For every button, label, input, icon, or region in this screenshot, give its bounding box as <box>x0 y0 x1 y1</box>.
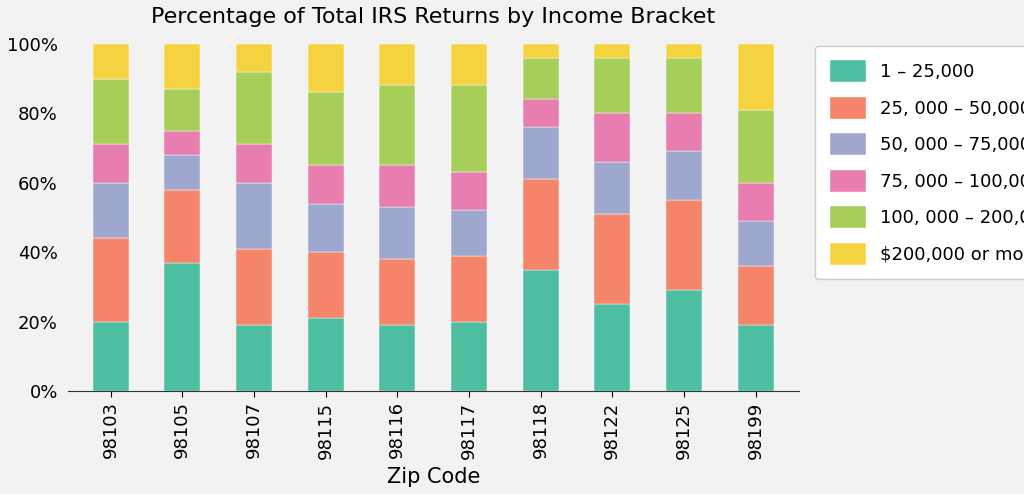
Bar <box>237 72 272 144</box>
Bar <box>452 322 487 391</box>
Bar <box>308 92 344 165</box>
Bar <box>93 238 129 322</box>
Bar <box>452 255 487 322</box>
Bar <box>452 172 487 210</box>
Bar <box>165 44 201 89</box>
Bar <box>308 252 344 318</box>
Bar <box>667 113 702 152</box>
Bar <box>667 58 702 113</box>
Bar <box>667 152 702 200</box>
Title: Percentage of Total IRS Returns by Income Bracket: Percentage of Total IRS Returns by Incom… <box>152 7 715 27</box>
Bar <box>308 204 344 252</box>
Bar <box>380 165 416 207</box>
Bar <box>738 44 774 110</box>
Bar <box>523 99 559 127</box>
Bar <box>237 44 272 72</box>
Bar <box>308 165 344 204</box>
Bar <box>380 44 416 85</box>
Bar <box>595 162 631 214</box>
Bar <box>308 44 344 92</box>
Legend: 1 – 25,000, 25, 000 – 50,000, 50, 000 – 75,000, 75, 000 – 100,000, 100, 000 – 20: 1 – 25,000, 25, 000 – 50,000, 50, 000 – … <box>815 46 1024 279</box>
Bar <box>237 325 272 391</box>
Bar <box>380 259 416 325</box>
Bar <box>667 290 702 391</box>
Bar <box>738 183 774 221</box>
Bar <box>595 304 631 391</box>
Bar <box>452 210 487 255</box>
Bar <box>595 58 631 113</box>
Bar <box>380 207 416 259</box>
Bar <box>738 221 774 266</box>
X-axis label: Zip Code: Zip Code <box>386 467 480 487</box>
Bar <box>523 179 559 270</box>
Bar <box>595 113 631 162</box>
Bar <box>595 44 631 58</box>
Bar <box>165 263 201 391</box>
Bar <box>237 248 272 325</box>
Bar <box>523 44 559 58</box>
Bar <box>595 214 631 304</box>
Bar <box>93 79 129 144</box>
Bar <box>738 325 774 391</box>
Bar <box>452 44 487 85</box>
Bar <box>93 183 129 238</box>
Bar <box>93 144 129 183</box>
Bar <box>667 200 702 290</box>
Bar <box>380 85 416 165</box>
Bar <box>165 190 201 263</box>
Bar <box>165 155 201 190</box>
Bar <box>237 183 272 248</box>
Bar <box>93 44 129 79</box>
Bar <box>308 318 344 391</box>
Bar <box>738 110 774 183</box>
Bar <box>93 322 129 391</box>
Bar <box>523 127 559 179</box>
Bar <box>165 130 201 155</box>
Bar <box>738 266 774 325</box>
Bar <box>165 89 201 130</box>
Bar <box>667 44 702 58</box>
Bar <box>523 270 559 391</box>
Bar <box>237 144 272 183</box>
Bar <box>523 58 559 99</box>
Bar <box>452 85 487 172</box>
Bar <box>380 325 416 391</box>
